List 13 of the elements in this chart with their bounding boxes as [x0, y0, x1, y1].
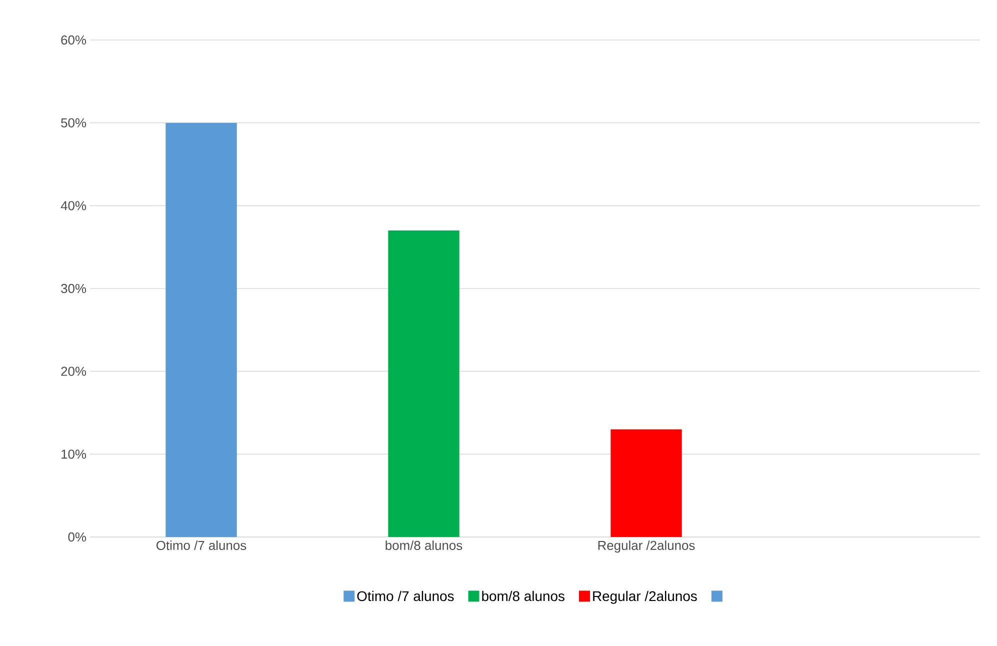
y-tick-label: 30% [61, 284, 86, 294]
legend-label: Otimo /7 alunos [357, 590, 454, 602]
y-tick-label: 50% [61, 118, 86, 128]
x-tick-label: bom/8 alunos [386, 540, 462, 550]
x-tick-label: Otimo /7 alunos [156, 540, 246, 550]
y-tick-label: 20% [61, 366, 86, 376]
y-tick-label: 40% [60, 201, 86, 210]
legend-label: bom/8 alunos [482, 590, 564, 602]
legend-label: Regular /2alunos [593, 590, 697, 604]
y-tick-label: 10% [62, 450, 86, 459]
x-tick-label: Regular /2alunos [598, 540, 695, 553]
y-tick-label: 0% [68, 532, 86, 542]
y-tick-label: 60% [61, 35, 86, 45]
